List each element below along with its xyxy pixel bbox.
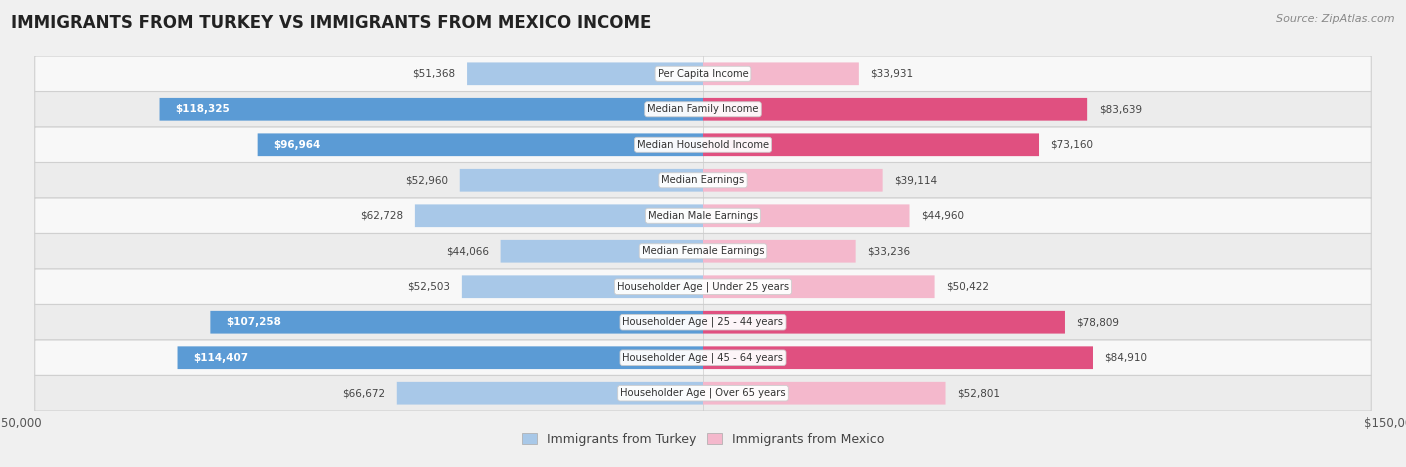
Text: Median Earnings: Median Earnings <box>661 175 745 185</box>
FancyBboxPatch shape <box>703 205 910 227</box>
FancyBboxPatch shape <box>703 382 945 404</box>
FancyBboxPatch shape <box>211 311 703 333</box>
Text: Median Family Income: Median Family Income <box>647 104 759 114</box>
Legend: Immigrants from Turkey, Immigrants from Mexico: Immigrants from Turkey, Immigrants from … <box>517 428 889 451</box>
FancyBboxPatch shape <box>415 205 703 227</box>
Text: $52,503: $52,503 <box>408 282 450 292</box>
Text: IMMIGRANTS FROM TURKEY VS IMMIGRANTS FROM MEXICO INCOME: IMMIGRANTS FROM TURKEY VS IMMIGRANTS FRO… <box>11 14 651 32</box>
Text: Householder Age | 45 - 64 years: Householder Age | 45 - 64 years <box>623 353 783 363</box>
FancyBboxPatch shape <box>35 375 1371 411</box>
Text: Source: ZipAtlas.com: Source: ZipAtlas.com <box>1277 14 1395 24</box>
Text: $107,258: $107,258 <box>226 317 281 327</box>
Text: $33,931: $33,931 <box>870 69 914 79</box>
Text: $52,960: $52,960 <box>405 175 449 185</box>
Text: Median Male Earnings: Median Male Earnings <box>648 211 758 221</box>
FancyBboxPatch shape <box>35 269 1371 304</box>
FancyBboxPatch shape <box>703 240 856 262</box>
Text: $78,809: $78,809 <box>1077 317 1119 327</box>
FancyBboxPatch shape <box>703 169 883 191</box>
Text: Median Household Income: Median Household Income <box>637 140 769 150</box>
FancyBboxPatch shape <box>461 276 703 298</box>
Text: Per Capita Income: Per Capita Income <box>658 69 748 79</box>
FancyBboxPatch shape <box>703 134 1039 156</box>
FancyBboxPatch shape <box>177 347 703 369</box>
Text: $96,964: $96,964 <box>274 140 321 150</box>
FancyBboxPatch shape <box>703 311 1064 333</box>
FancyBboxPatch shape <box>703 347 1092 369</box>
Text: $39,114: $39,114 <box>894 175 938 185</box>
Text: $114,407: $114,407 <box>194 353 249 363</box>
Text: $50,422: $50,422 <box>946 282 988 292</box>
Text: $83,639: $83,639 <box>1098 104 1142 114</box>
FancyBboxPatch shape <box>35 304 1371 340</box>
FancyBboxPatch shape <box>35 340 1371 375</box>
FancyBboxPatch shape <box>703 276 935 298</box>
FancyBboxPatch shape <box>396 382 703 404</box>
FancyBboxPatch shape <box>35 198 1371 234</box>
FancyBboxPatch shape <box>35 127 1371 163</box>
FancyBboxPatch shape <box>703 98 1087 120</box>
FancyBboxPatch shape <box>703 63 859 85</box>
FancyBboxPatch shape <box>467 63 703 85</box>
Text: $62,728: $62,728 <box>360 211 404 221</box>
FancyBboxPatch shape <box>159 98 703 120</box>
Text: $84,910: $84,910 <box>1105 353 1147 363</box>
Text: $44,960: $44,960 <box>921 211 965 221</box>
Text: Median Female Earnings: Median Female Earnings <box>641 246 765 256</box>
FancyBboxPatch shape <box>501 240 703 262</box>
FancyBboxPatch shape <box>460 169 703 191</box>
Text: $44,066: $44,066 <box>446 246 489 256</box>
FancyBboxPatch shape <box>35 234 1371 269</box>
Text: $33,236: $33,236 <box>868 246 910 256</box>
Text: Householder Age | Over 65 years: Householder Age | Over 65 years <box>620 388 786 398</box>
Text: Householder Age | Under 25 years: Householder Age | Under 25 years <box>617 282 789 292</box>
Text: $51,368: $51,368 <box>412 69 456 79</box>
Text: $52,801: $52,801 <box>957 388 1000 398</box>
Text: $73,160: $73,160 <box>1050 140 1094 150</box>
Text: $66,672: $66,672 <box>342 388 385 398</box>
FancyBboxPatch shape <box>35 163 1371 198</box>
FancyBboxPatch shape <box>35 56 1371 92</box>
Text: $118,325: $118,325 <box>176 104 231 114</box>
FancyBboxPatch shape <box>35 92 1371 127</box>
FancyBboxPatch shape <box>257 134 703 156</box>
Text: Householder Age | 25 - 44 years: Householder Age | 25 - 44 years <box>623 317 783 327</box>
